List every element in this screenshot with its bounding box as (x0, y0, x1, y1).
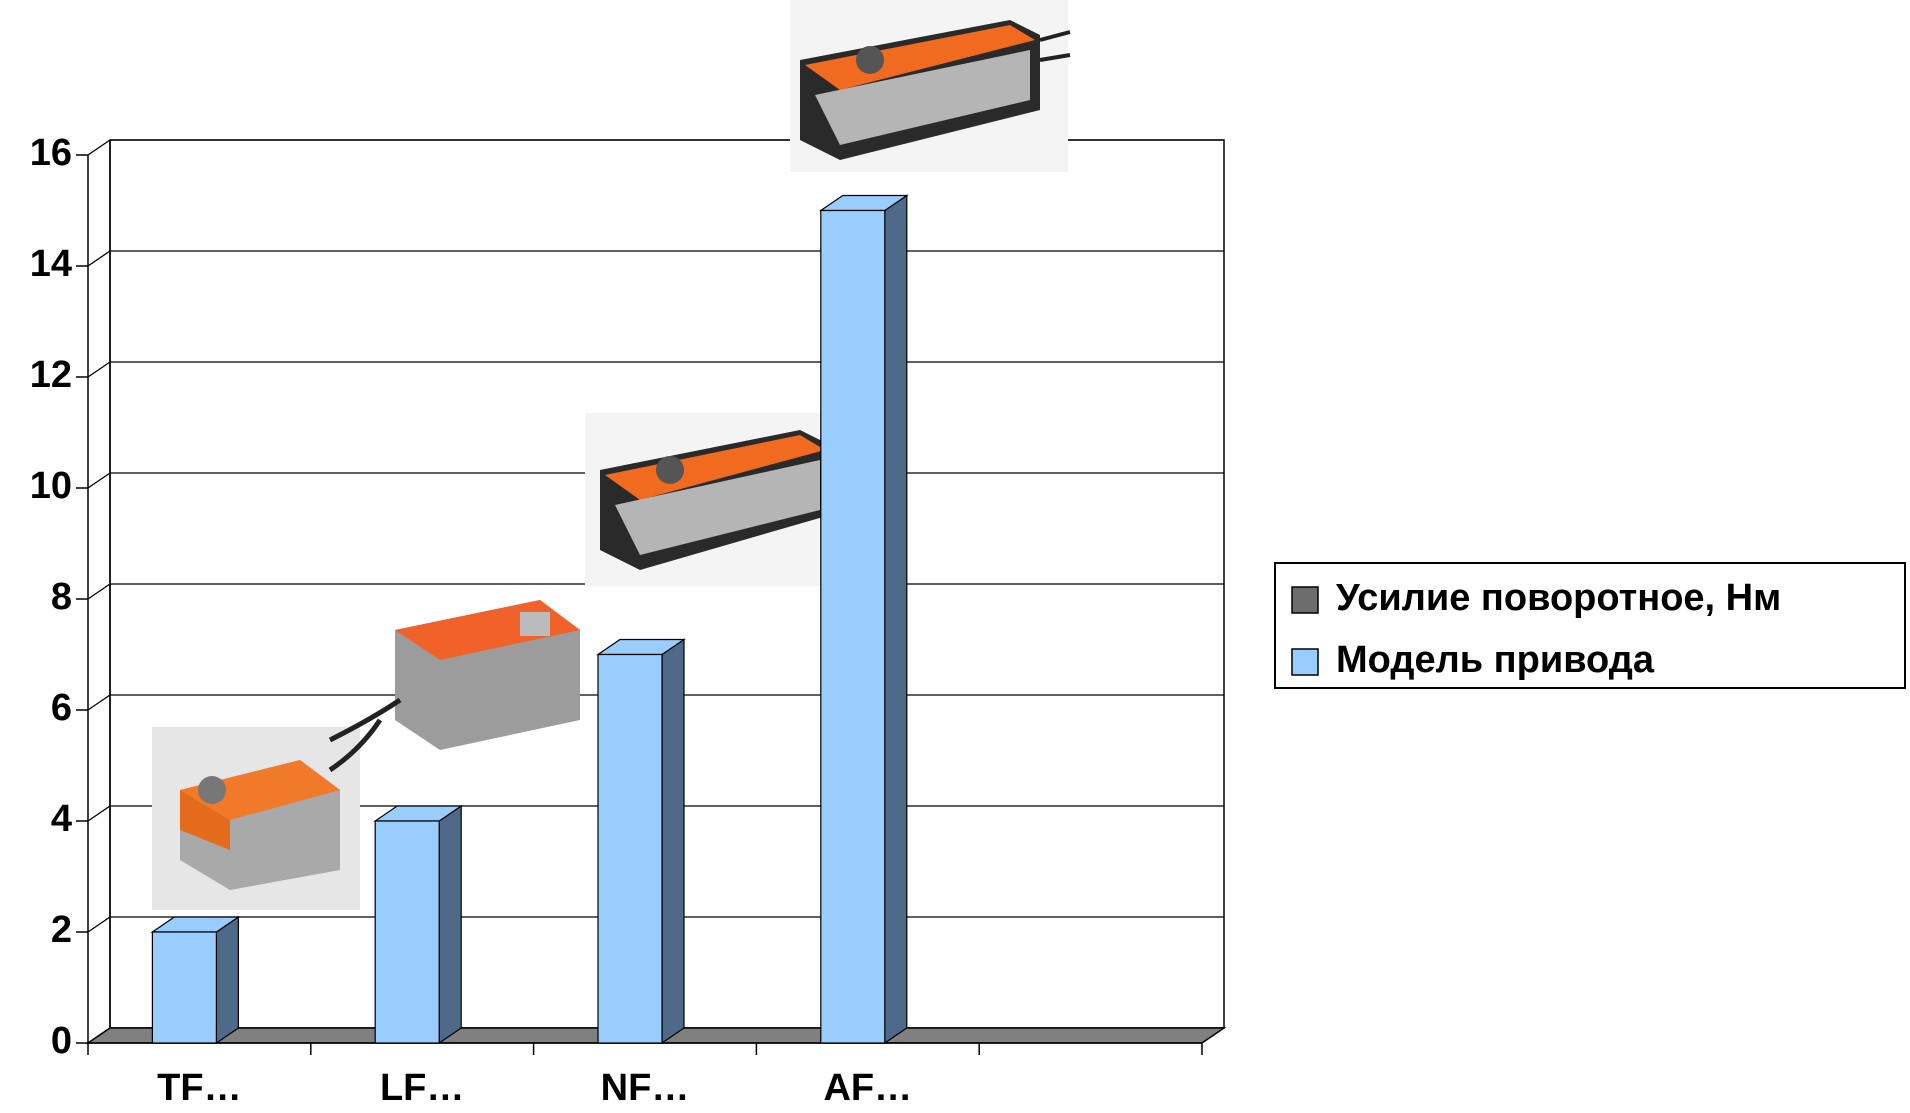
bar (151, 931, 217, 1044)
bar-side (661, 638, 685, 1045)
y-tick-label: 0 (51, 1020, 72, 1062)
x-tick-label: LF… (380, 1067, 464, 1109)
legend-label: Усилие поворотное, Нм (1336, 577, 1781, 619)
bars (150, 194, 909, 1045)
bar (597, 653, 663, 1044)
legend (1274, 562, 1906, 689)
y-tick-label: 16 (30, 132, 72, 174)
bar (820, 209, 886, 1044)
x-tick-label: NF… (601, 1067, 690, 1109)
product-image-lf (328, 600, 580, 750)
x-tick-label: TF… (157, 1067, 241, 1109)
y-tick-label: 4 (51, 798, 72, 840)
product-image-tf (152, 718, 383, 910)
product-image-nf (585, 413, 866, 586)
bar-side (215, 915, 239, 1045)
legend-label: Модель привода (1336, 639, 1655, 681)
y-tick-label: 14 (30, 243, 72, 285)
bar-side (438, 804, 462, 1045)
y-tick-label: 6 (51, 687, 72, 729)
x-tick-label: AF… (823, 1067, 912, 1109)
bar-side (884, 194, 908, 1045)
y-tick-label: 12 (30, 354, 72, 396)
product-image-af (790, 0, 1071, 172)
y-tick-label: 2 (51, 909, 72, 951)
bar (374, 820, 440, 1044)
y-tick-label: 10 (30, 465, 72, 507)
legend-swatch (1291, 648, 1319, 676)
legend-swatch (1291, 586, 1319, 614)
y-tick-label: 8 (51, 576, 72, 618)
